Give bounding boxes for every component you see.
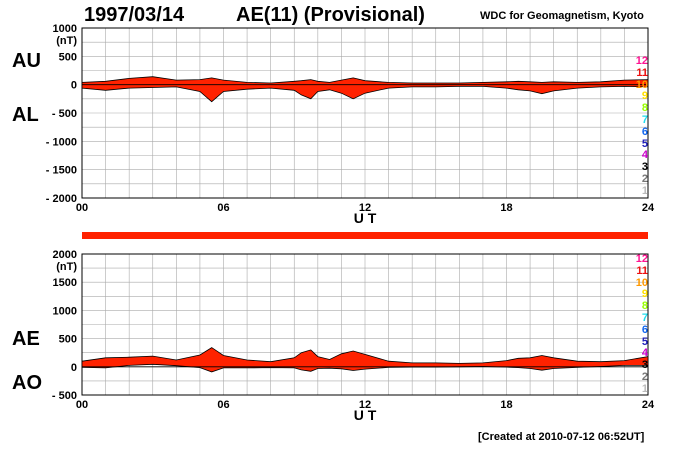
activity-level-3: 3 [641, 161, 648, 174]
y-tick-label: - 1500 [46, 165, 77, 177]
x-tick-label: 18 [500, 202, 512, 214]
date-label: 1997/03/14 [84, 4, 185, 26]
y-tick-label: 0 [71, 362, 77, 374]
y-tick-label: 2000 [53, 249, 77, 261]
activity-level-9: 9 [641, 288, 648, 301]
activity-level-6: 6 [641, 323, 648, 336]
y-tick-label: 1000 [53, 23, 77, 35]
x-tick-label: 12 [359, 202, 371, 214]
x-tick-label: 24 [642, 202, 655, 214]
activity-level-11: 11 [636, 264, 648, 277]
al-series-label: AL [12, 104, 39, 126]
activity-level-1: 1 [641, 382, 648, 395]
chart-title: AE(11) (Provisional) [236, 4, 425, 26]
ae-series-label: AE [12, 328, 40, 350]
x-tick-label: 24 [642, 399, 655, 411]
activity-level-8: 8 [641, 300, 648, 313]
source-label: WDC for Geomagnetism, Kyoto [480, 10, 644, 22]
y-tick-label: 500 [59, 334, 77, 346]
activity-level-5: 5 [641, 137, 648, 150]
x-axis-label: U T [354, 210, 377, 226]
activity-level-10: 10 [635, 276, 648, 289]
y-tick-label: 0 [71, 80, 77, 92]
x-axis-label: U T [354, 407, 377, 423]
y-tick-label: - 2000 [46, 193, 77, 205]
unit-label: (nT) [56, 261, 77, 273]
activity-level-4: 4 [641, 149, 648, 162]
x-tick-label: 18 [500, 399, 512, 411]
x-tick-label: 06 [217, 202, 229, 214]
x-tick-label: 06 [217, 399, 229, 411]
activity-level-6: 6 [641, 125, 648, 138]
activity-level-8: 8 [641, 102, 648, 115]
au-series-label: AU [12, 50, 41, 72]
activity-level-9: 9 [641, 90, 648, 103]
activity-level-1: 1 [641, 184, 648, 197]
data-availability-bar [82, 232, 648, 239]
activity-level-4: 4 [641, 347, 648, 360]
y-tick-label: - 500 [52, 390, 77, 402]
activity-level-3: 3 [641, 359, 648, 372]
series-band-au-al [81, 76, 649, 103]
activity-level-5: 5 [641, 335, 648, 348]
activity-level-11: 11 [636, 66, 648, 79]
activity-level-7: 7 [641, 312, 648, 324]
y-tick-label: - 500 [52, 108, 77, 120]
y-tick-label: - 1000 [46, 136, 77, 148]
y-tick-label: 1000 [53, 305, 77, 317]
y-tick-label: 500 [59, 51, 77, 63]
activity-level-2: 2 [641, 173, 648, 185]
activity-level-12: 12 [635, 55, 648, 67]
y-tick-label: 1500 [53, 277, 77, 289]
plot-frame [81, 253, 649, 396]
unit-label: (nT) [56, 35, 77, 47]
series-band-ae-ao [81, 347, 649, 373]
activity-level-2: 2 [641, 371, 648, 383]
x-tick-label: 12 [359, 399, 371, 411]
created-timestamp: [Created at 2010-07-12 06:52UT] [478, 431, 645, 443]
au-al-panel: 1000 500 0 - 500 - 1000 - 1500 - 2000 (nT) 00 06 1… [46, 23, 655, 226]
ao-series-label: AO [12, 372, 42, 394]
plot-frame [81, 27, 649, 199]
x-tick-label: 00 [76, 399, 88, 411]
activity-level-10: 10 [635, 78, 648, 91]
x-tick-label: 00 [76, 202, 88, 214]
activity-level-7: 7 [641, 114, 648, 126]
activity-level-12: 12 [635, 253, 648, 265]
